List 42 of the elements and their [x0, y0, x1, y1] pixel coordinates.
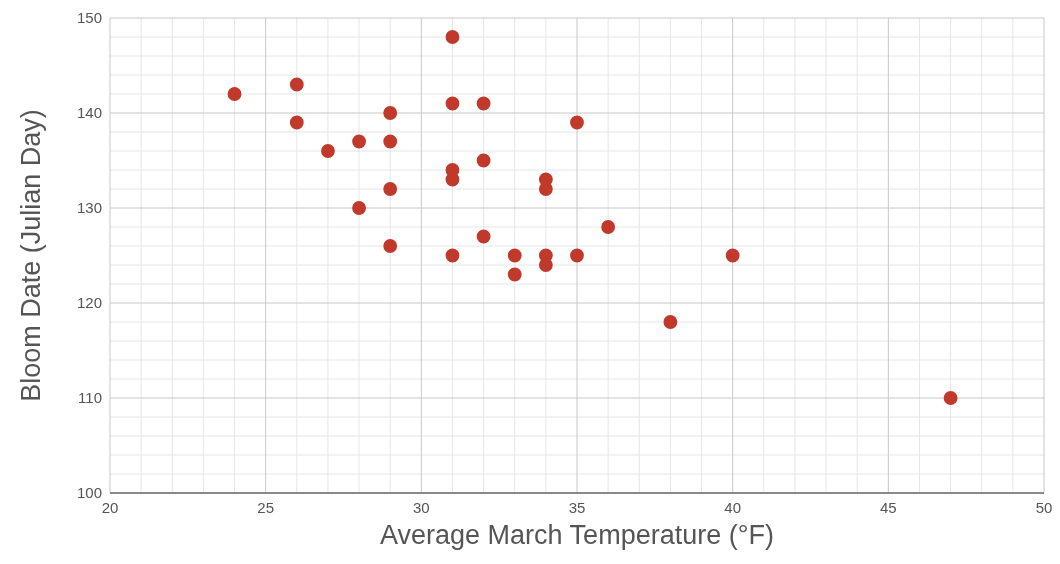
point	[601, 220, 616, 234]
point	[943, 391, 958, 405]
point	[538, 182, 553, 196]
point	[352, 134, 366, 149]
point	[725, 248, 740, 263]
point	[476, 96, 491, 111]
y-tick-label: 140	[76, 104, 102, 121]
x-tick-label: 45	[879, 499, 897, 516]
y-tick-label: 130	[76, 199, 102, 216]
point	[445, 172, 460, 187]
point	[538, 258, 553, 272]
point	[445, 96, 460, 111]
point	[570, 115, 584, 130]
point	[663, 315, 678, 329]
x-tick-label: 30	[412, 499, 430, 516]
point	[507, 267, 522, 282]
x-tick-label: 50	[1035, 499, 1053, 516]
x-axis-title: Average March Temperature (°F)	[380, 520, 774, 550]
x-tick-label: 25	[257, 499, 275, 516]
point	[507, 248, 522, 263]
y-tick-label: 120	[76, 294, 102, 311]
x-tick-label: 20	[101, 499, 119, 516]
point	[227, 87, 242, 101]
point	[383, 239, 398, 253]
point	[383, 134, 398, 149]
point	[321, 144, 335, 158]
point	[445, 248, 460, 263]
y-tick-label: 100	[76, 484, 102, 501]
point	[476, 153, 491, 168]
point	[352, 201, 366, 215]
y-tick-label: 150	[76, 9, 102, 26]
point	[383, 182, 398, 196]
x-tick-label: 40	[724, 499, 742, 516]
point	[570, 248, 584, 263]
point	[289, 77, 304, 92]
y-tick-label: 110	[78, 389, 102, 406]
point	[383, 106, 398, 120]
y-axis-title: Bloom Date (Julian Day)	[16, 109, 46, 402]
x-tick-label: 35	[568, 499, 586, 516]
point	[289, 115, 304, 130]
point	[476, 229, 491, 244]
point	[445, 30, 460, 44]
